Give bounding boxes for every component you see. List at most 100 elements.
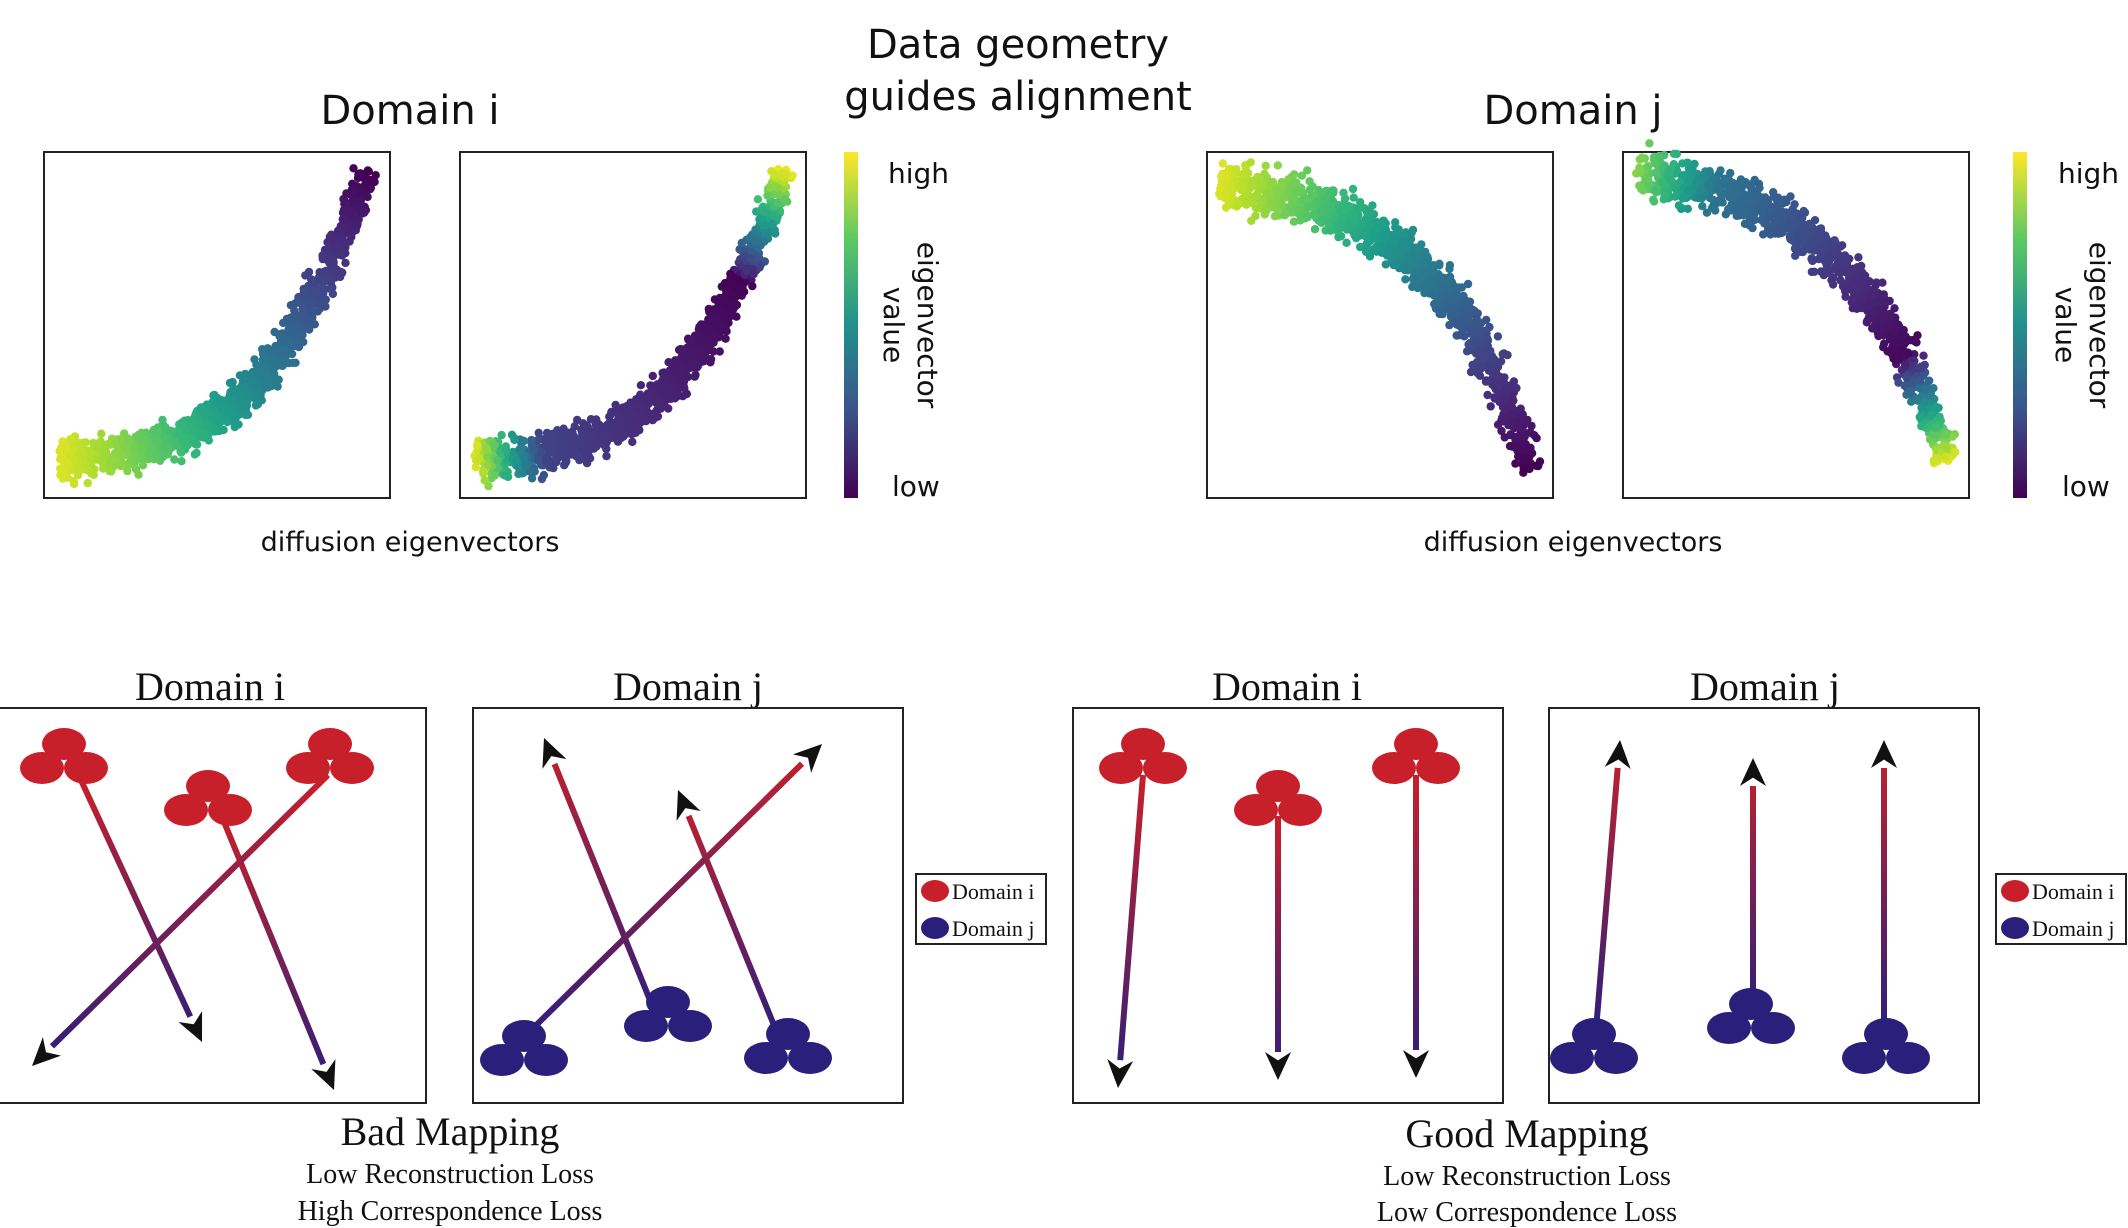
scatter-point — [1253, 189, 1262, 198]
scatter-point — [559, 442, 568, 451]
scatter-point — [254, 368, 263, 378]
scatter-point — [551, 454, 561, 463]
top-domain-j-title: Domain j — [1483, 88, 1662, 134]
cluster-point — [668, 1010, 712, 1042]
scatter-point — [209, 391, 218, 400]
scatter-point — [533, 435, 542, 445]
scatter-point — [667, 374, 676, 383]
scatter-point — [1293, 206, 1302, 216]
scatter-point — [516, 444, 525, 453]
scatter-point — [1472, 314, 1481, 323]
scatter-point — [1268, 178, 1277, 187]
scatter-point — [1740, 190, 1749, 199]
scatter-point — [1445, 264, 1454, 274]
scatter-point — [1486, 402, 1495, 411]
scatter-point — [177, 457, 186, 466]
scatter-point — [239, 382, 248, 392]
scatter-point — [1862, 283, 1872, 292]
scatter-point — [1430, 291, 1439, 300]
scatter-point — [1358, 230, 1367, 239]
scatter-point — [356, 196, 365, 205]
scatter-point — [595, 420, 604, 429]
scatter-point — [471, 463, 480, 472]
scatter-point — [704, 304, 713, 314]
scatter-point — [497, 430, 506, 440]
scatter-point — [1339, 214, 1348, 224]
scatter-point — [273, 382, 282, 391]
scatter-point — [1830, 236, 1839, 245]
scatter-point — [137, 432, 147, 442]
scatter-point — [357, 170, 367, 179]
scatter-point — [1251, 211, 1260, 221]
scatter-point — [306, 297, 315, 306]
scatter-point — [1507, 410, 1517, 419]
scatter-point — [768, 210, 777, 220]
scatter-point — [260, 363, 269, 372]
scatter-point — [484, 481, 493, 491]
scatter-point — [1642, 174, 1652, 183]
scatter-point — [368, 176, 377, 186]
scatter-point — [1273, 161, 1283, 170]
scatter-point — [117, 450, 127, 460]
scatter-point — [355, 206, 364, 215]
scatter-point — [1284, 189, 1294, 198]
scatter-point — [1852, 303, 1861, 312]
figure-title-line-1: Data geometry — [867, 22, 1169, 68]
scatter-point — [69, 479, 79, 489]
scatter-point — [1509, 378, 1518, 388]
scatter-point — [1828, 280, 1838, 289]
bad-legend: Domain i Domain j — [915, 873, 1047, 945]
scatter-point — [1310, 210, 1319, 220]
scatter-point — [1323, 192, 1332, 201]
scatter-point — [153, 428, 162, 437]
scatter-point — [1443, 293, 1452, 302]
scatter-point — [1482, 315, 1491, 325]
scatter-point — [241, 410, 250, 420]
scatter-point — [1421, 259, 1431, 268]
top-domain-i-caption: diffusion eigenvectors — [261, 527, 560, 558]
scatter-point — [308, 286, 317, 295]
scatter-point — [1232, 202, 1242, 211]
scatter-point — [1685, 168, 1695, 177]
scatter-point — [742, 266, 751, 275]
scatter-point — [1517, 424, 1527, 433]
scatter-point — [1222, 188, 1231, 197]
scatter-point — [1247, 180, 1257, 189]
scatter-point — [365, 184, 375, 194]
scatter-point — [120, 444, 130, 453]
scatter-point — [1385, 248, 1394, 257]
good-legend: Domain i Domain j — [1995, 873, 2127, 945]
top-domain-i-colorbar-label-1: eigenvector — [911, 242, 944, 409]
scatter-point — [216, 418, 225, 427]
cluster-point — [1550, 1042, 1594, 1074]
scatter-point — [181, 425, 190, 435]
scatter-point — [1514, 452, 1523, 461]
scatter-point — [737, 291, 746, 300]
scatter-point — [1508, 442, 1517, 451]
scatter-point — [1886, 309, 1895, 318]
bad-domain-j-title: Domain j — [613, 664, 763, 709]
scatter-point — [638, 404, 647, 413]
scatter-point — [1672, 149, 1682, 159]
scatter-point — [1666, 164, 1676, 174]
bad-mapping-line-2: High Correspondence Loss — [298, 1196, 603, 1227]
scatter-point — [627, 427, 636, 436]
cluster-point — [624, 1010, 668, 1042]
scatter-point — [331, 270, 340, 280]
scatter-point — [735, 245, 744, 254]
cluster-point — [1416, 752, 1460, 784]
scatter-point — [640, 415, 649, 425]
scatter-point — [1758, 207, 1767, 217]
scatter-point — [1346, 203, 1355, 212]
scatter-point — [161, 442, 170, 451]
scatter-point — [513, 462, 523, 472]
scatter-point — [1361, 247, 1371, 257]
scatter-point — [548, 429, 557, 438]
scatter-point — [1323, 217, 1333, 227]
scatter-point — [1462, 347, 1472, 356]
scatter-point — [1354, 204, 1363, 214]
scatter-point — [763, 191, 772, 200]
scatter-point — [1389, 260, 1399, 270]
scatter-point — [1533, 461, 1543, 471]
cluster-point — [1594, 1042, 1638, 1074]
